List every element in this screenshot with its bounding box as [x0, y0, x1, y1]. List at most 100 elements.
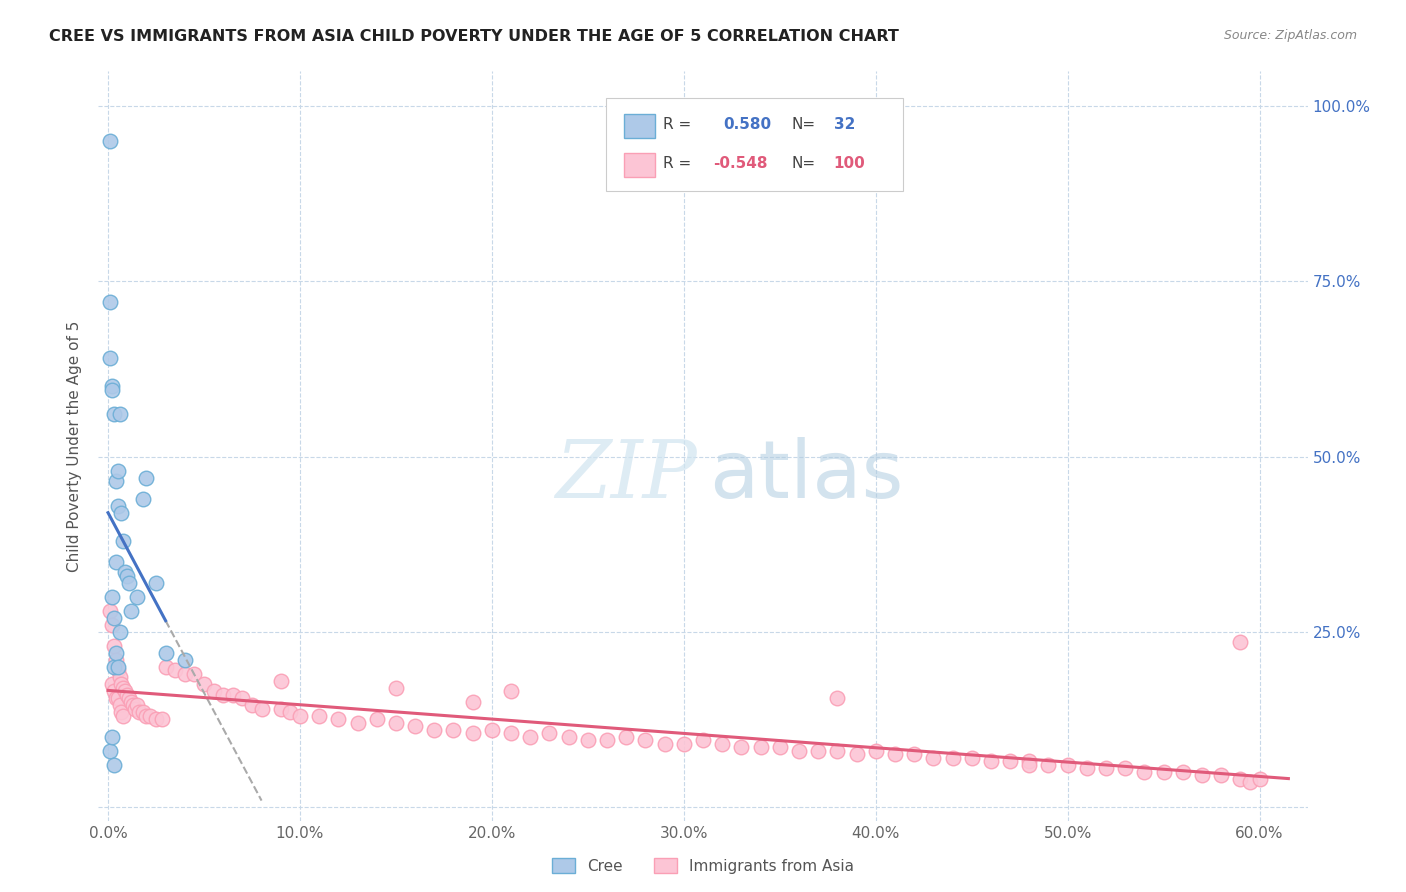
Point [1114, 761, 1136, 775]
FancyBboxPatch shape [624, 114, 655, 138]
FancyBboxPatch shape [624, 153, 655, 178]
Point [1211, 768, 1233, 782]
Point [107, 663, 129, 677]
Text: ZIP: ZIP [555, 437, 697, 515]
Point [173, 652, 195, 666]
Point [104, 652, 127, 666]
Point [122, 698, 145, 712]
Point [270, 673, 292, 688]
Point [118, 575, 141, 590]
Text: N=: N= [792, 156, 815, 171]
Point [1153, 764, 1175, 779]
Point [110, 705, 132, 719]
Text: R =: R = [664, 117, 692, 132]
Point [112, 533, 135, 548]
Point [1239, 775, 1261, 789]
Point [308, 708, 330, 723]
Text: -0.548: -0.548 [713, 156, 768, 171]
Point [288, 708, 311, 723]
Point [98, 603, 121, 617]
Point [481, 723, 503, 737]
Point [108, 698, 131, 712]
Point [827, 743, 849, 757]
Point [240, 698, 263, 712]
Point [103, 757, 125, 772]
Point [145, 712, 167, 726]
Point [103, 639, 125, 653]
Point [202, 684, 225, 698]
Point [1249, 772, 1271, 786]
Point [101, 617, 124, 632]
Point [173, 666, 195, 681]
Point [654, 737, 676, 751]
Point [596, 733, 619, 747]
Point [98, 295, 121, 310]
Point [115, 688, 138, 702]
Point [101, 730, 124, 744]
Point [903, 747, 925, 761]
Point [107, 499, 129, 513]
Point [150, 712, 173, 726]
Point [101, 383, 124, 397]
Point [385, 715, 408, 730]
Point [787, 743, 810, 757]
Point [980, 754, 1002, 768]
Point [131, 491, 153, 506]
Point [104, 691, 127, 706]
Point [120, 603, 142, 617]
Point [499, 684, 522, 698]
Point [103, 659, 125, 673]
Point [270, 701, 292, 715]
Point [922, 750, 945, 764]
Point [212, 688, 235, 702]
Point [135, 708, 157, 723]
Point [845, 747, 868, 761]
Point [749, 740, 772, 755]
Point [98, 351, 121, 366]
Point [145, 575, 167, 590]
Point [634, 733, 657, 747]
Point [104, 646, 127, 660]
Point [328, 712, 350, 726]
Point [1229, 772, 1251, 786]
Point [222, 688, 245, 702]
Text: Source: ZipAtlas.com: Source: ZipAtlas.com [1223, 29, 1357, 42]
Point [107, 691, 129, 706]
Point [280, 705, 302, 719]
Point [103, 408, 125, 422]
Point [128, 705, 150, 719]
Point [1229, 635, 1251, 649]
Point [769, 740, 792, 755]
Point [231, 691, 253, 706]
Point [1076, 761, 1098, 775]
FancyBboxPatch shape [606, 97, 903, 191]
Point [884, 747, 907, 761]
Point [107, 659, 129, 673]
Point [692, 733, 714, 747]
Point [346, 715, 368, 730]
Point [114, 565, 136, 579]
Point [250, 701, 273, 715]
Text: N=: N= [792, 117, 815, 132]
Point [404, 719, 426, 733]
Point [139, 708, 162, 723]
Point [98, 743, 121, 757]
Point [165, 663, 187, 677]
Point [155, 659, 177, 673]
Point [998, 754, 1021, 768]
Point [1018, 754, 1040, 768]
Point [115, 568, 138, 582]
Point [711, 737, 734, 751]
Point [1171, 764, 1194, 779]
Legend: Cree, Immigrants from Asia: Cree, Immigrants from Asia [546, 852, 860, 880]
Text: R =: R = [664, 156, 692, 171]
Point [124, 701, 146, 715]
Point [827, 691, 849, 706]
Point [108, 624, 131, 639]
Point [114, 684, 136, 698]
Point [112, 681, 135, 695]
Point [104, 555, 127, 569]
Point [519, 730, 541, 744]
Point [461, 695, 484, 709]
Point [107, 463, 129, 477]
